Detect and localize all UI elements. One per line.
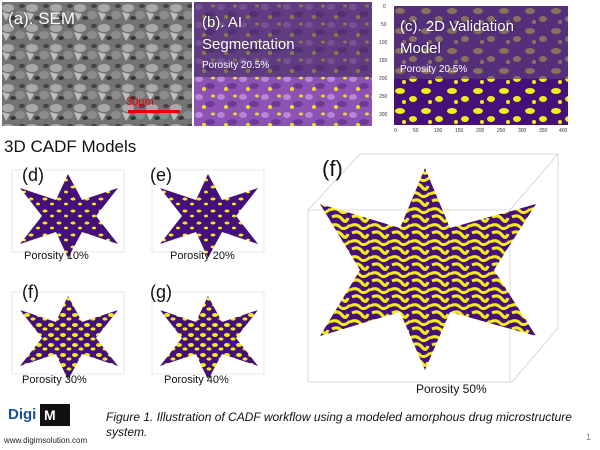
scale-bar-label: 30µm bbox=[126, 96, 154, 108]
x-tick: 350 bbox=[539, 128, 548, 134]
sem-image-panel: (a). SEM 30µm bbox=[2, 2, 192, 126]
model-porosity: Porosity 40% bbox=[164, 374, 229, 386]
x-tick: 0 bbox=[394, 128, 397, 134]
x-tick: 250 bbox=[497, 128, 506, 134]
star-model-e bbox=[151, 169, 265, 258]
panel-c-label-line2: Model bbox=[400, 40, 441, 57]
model-porosity: Porosity 10% bbox=[24, 250, 89, 262]
logo-mark-icon bbox=[40, 404, 70, 426]
x-tick: 400 bbox=[559, 128, 568, 134]
x-tick: 150 bbox=[455, 128, 464, 134]
model-porosity: Porosity 20% bbox=[170, 250, 235, 262]
model-label: (d) bbox=[22, 165, 44, 185]
model-porosity-10: (d) Porosity 10% bbox=[0, 160, 145, 270]
x-tick: 50 bbox=[413, 128, 419, 134]
y-tick: 250 bbox=[379, 94, 388, 100]
star-model-f bbox=[11, 291, 125, 380]
x-tick: 100 bbox=[434, 128, 443, 134]
y-tick: 0 bbox=[383, 4, 386, 10]
logo-text: Digi bbox=[8, 406, 37, 423]
model-porosity-40: (g) Porosity 40% bbox=[140, 282, 285, 392]
model-porosity-20: (e) Porosity 20% bbox=[140, 160, 285, 270]
segmentation-image bbox=[194, 2, 372, 126]
panel-b-label-line1: (b). AI bbox=[202, 14, 243, 31]
figure-caption: Figure 1. Illustration of CADF workflow … bbox=[106, 410, 572, 439]
validation-plot-area: (c). 2D Validation Model Porosity 20.5% bbox=[394, 6, 568, 125]
model-porosity: Porosity 50% bbox=[416, 382, 487, 396]
y-tick: 200 bbox=[379, 76, 388, 82]
section-title: 3D CADF Models bbox=[4, 137, 137, 156]
y-tick: 150 bbox=[379, 58, 388, 64]
model-porosity-50: (f) Porosity 50% bbox=[290, 150, 590, 400]
x-tick: 300 bbox=[518, 128, 527, 134]
x-tick: 200 bbox=[476, 128, 485, 134]
y-tick: 300 bbox=[379, 112, 388, 118]
y-tick: 100 bbox=[379, 40, 388, 46]
company-logo: Digi M bbox=[8, 404, 88, 434]
model-label: (g) bbox=[150, 282, 172, 302]
model-porosity-30: (f) Porosity 30% bbox=[0, 282, 145, 392]
validation-model-panel: 0 50 100 150 200 250 300 (c). 2D Validat… bbox=[373, 0, 573, 140]
validation-map bbox=[394, 6, 568, 125]
star-model-d bbox=[11, 169, 125, 258]
y-tick: 50 bbox=[381, 22, 387, 28]
model-label: (f) bbox=[322, 156, 343, 181]
panel-a-label: (a). SEM bbox=[8, 9, 76, 28]
website-url[interactable]: www.digimsolution.com bbox=[4, 436, 88, 445]
logo-mark-m: M bbox=[44, 407, 56, 423]
model-porosity: Porosity 30% bbox=[22, 374, 87, 386]
model-label: (e) bbox=[150, 165, 172, 185]
model-label: (f) bbox=[22, 282, 39, 302]
sem-micrograph bbox=[2, 2, 192, 126]
scale-bar bbox=[128, 110, 180, 113]
panel-b-label-line2: Segmentation bbox=[202, 36, 295, 53]
ai-segmentation-panel: (b). AI Segmentation Porosity 20.5% bbox=[194, 2, 372, 126]
star-model-large bbox=[307, 153, 559, 383]
star-model-g bbox=[151, 291, 265, 380]
page-number: 1 bbox=[586, 432, 592, 442]
panel-c-label-line1: (c). 2D Validation bbox=[400, 18, 514, 35]
panel-c-porosity: Porosity 20.5% bbox=[400, 64, 468, 75]
panel-b-porosity: Porosity 20.5% bbox=[202, 60, 270, 71]
